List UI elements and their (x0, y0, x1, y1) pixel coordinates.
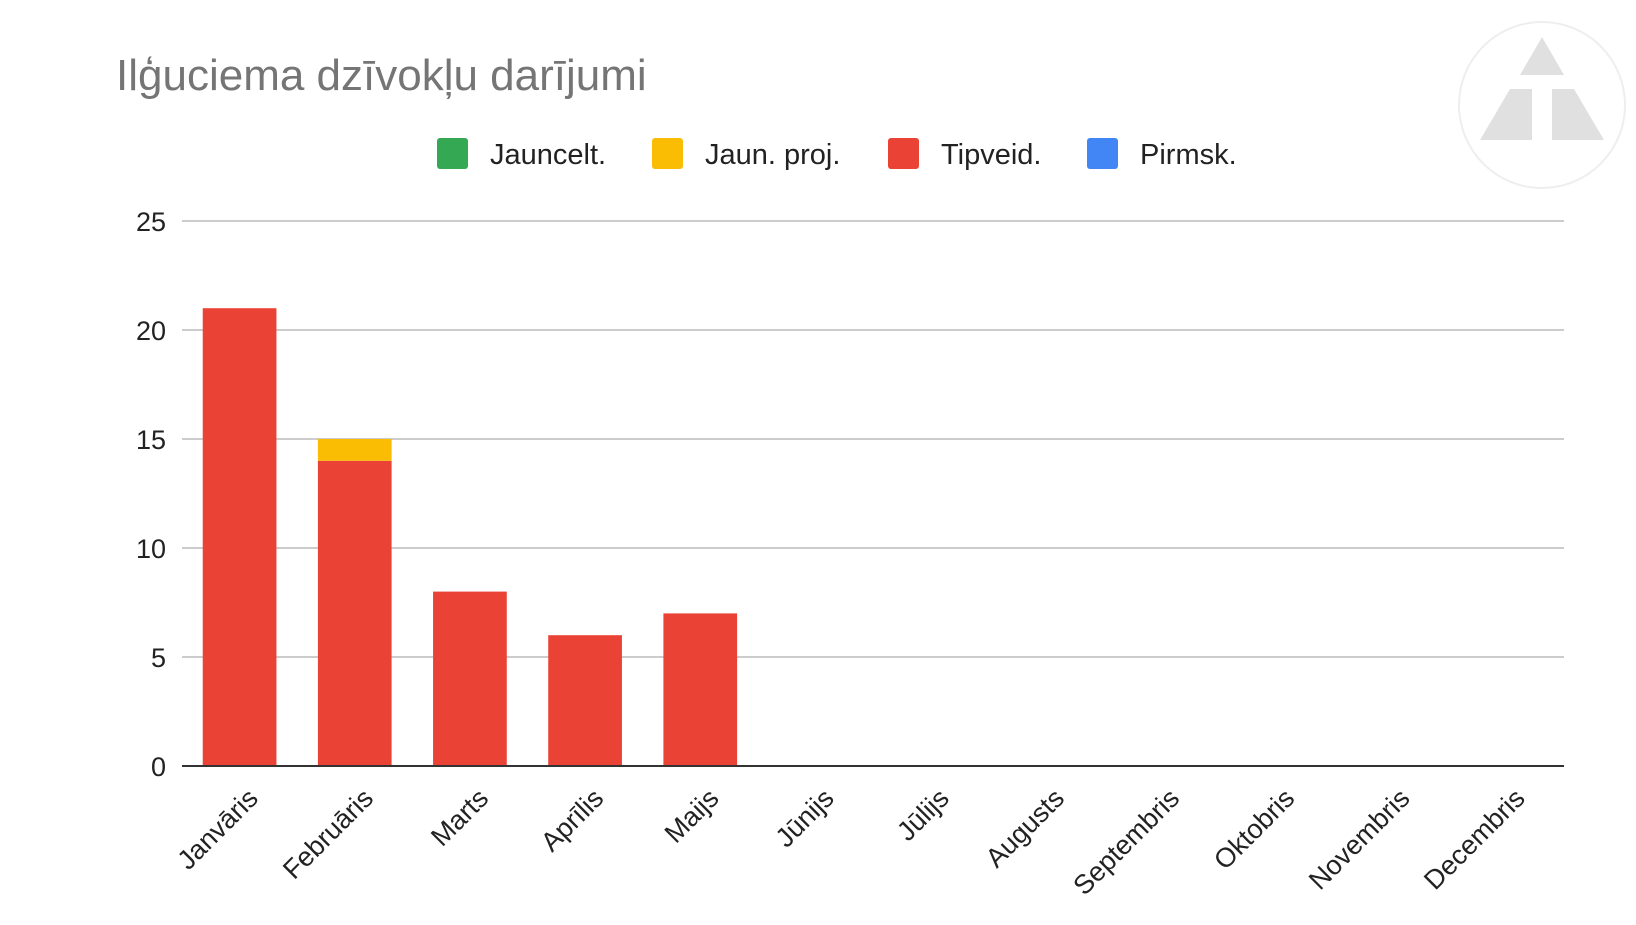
bar-segment (317, 439, 392, 461)
y-tick-label: 0 (151, 752, 166, 782)
chart-title: Ilģuciema dzīvokļu darījumi (116, 51, 647, 100)
legend-swatch (1087, 138, 1118, 169)
y-tick-label: 10 (136, 534, 166, 564)
x-tick-label: Decembris (1418, 783, 1530, 895)
y-tick-label: 20 (136, 316, 166, 346)
x-tick-label: Jūnijs (770, 783, 840, 853)
x-tick-label: Novembris (1303, 783, 1415, 895)
x-tick-label: Marts (425, 783, 494, 852)
triangle-logo (1458, 21, 1626, 189)
y-tick-label: 5 (151, 643, 166, 673)
x-tick-label: Jūlijs (891, 783, 955, 847)
legend: Jauncelt. Jaun. proj. Tipveid. Pirmsk. (437, 138, 1237, 171)
bar-segment (317, 460, 392, 766)
x-tick-label: Septembris (1067, 783, 1185, 901)
legend-label: Jaun. proj. (705, 139, 840, 171)
x-tick-label: Maijs (659, 783, 725, 849)
x-tick-label: Augusts (980, 783, 1070, 873)
legend-label: Jauncelt. (490, 139, 606, 171)
legend-swatch (437, 138, 468, 169)
legend-label: Pirmsk. (1140, 139, 1237, 171)
legend-swatch (888, 138, 919, 169)
x-tick-label: Februāris (277, 783, 379, 885)
bar-segment (548, 635, 622, 766)
y-tick-label: 25 (136, 207, 166, 237)
bar-segment (663, 613, 738, 766)
y-tick-label: 15 (136, 425, 166, 455)
legend-swatch (652, 138, 683, 169)
y-axis: 0 5 10 15 20 25 (136, 207, 166, 782)
legend-label: Tipveid. (941, 139, 1041, 171)
x-tick-label: Aprīlis (535, 783, 609, 857)
x-tick-label: Oktobris (1208, 783, 1300, 875)
gridlines (182, 220, 1564, 658)
bars (202, 308, 738, 766)
x-tick-label: Janvāris (172, 783, 264, 875)
x-axis: Janvāris Februāris Marts Aprīlis Maijs Jūnijs… (172, 783, 1531, 901)
bar-segment (202, 308, 277, 766)
bar-segment (433, 591, 507, 766)
